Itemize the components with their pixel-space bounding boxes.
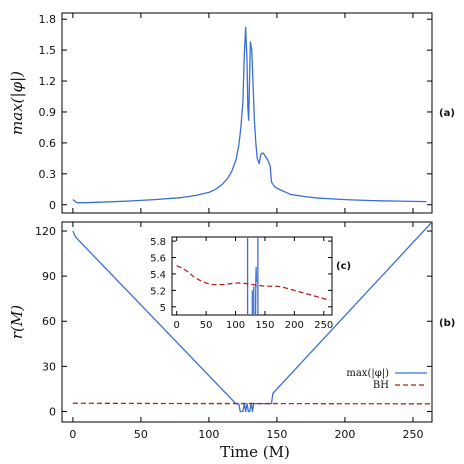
y-tick-label-a: 1.8	[39, 13, 57, 26]
y-tick-label-b: 120	[35, 225, 56, 238]
x-tick-label-b: 100	[198, 428, 219, 441]
panel-label-b: (b)	[439, 318, 455, 329]
legend-label: BH	[373, 380, 389, 391]
plot-frame-a	[61, 12, 433, 214]
x-tick-label-b: 50	[134, 428, 148, 441]
x-tick-label-c: 150	[255, 320, 274, 331]
x-tick-label-b: 250	[402, 428, 423, 441]
x-tick-label-c: 200	[285, 320, 304, 331]
y-tick-label-a: 1.5	[39, 44, 57, 57]
y-tick-label-c: 5.6	[150, 254, 166, 265]
y-tick-label-c: 5.4	[150, 270, 166, 281]
panel-label-c: (c)	[336, 261, 351, 272]
y-tick-label-b: 60	[42, 315, 56, 328]
x-tick-label-b: 150	[266, 428, 287, 441]
legend-label: max(|φ|)	[346, 368, 389, 379]
y-tick-label-a: 0.9	[39, 106, 57, 119]
x-tick-label-c: 250	[314, 320, 333, 331]
y-axis-title-a: max(|φ|)	[8, 71, 26, 135]
y-tick-label-a: 1.2	[39, 75, 57, 88]
x-tick-label-b: 200	[334, 428, 355, 441]
series-line-bh	[72, 402, 432, 405]
y-tick-label-c: 5.8	[150, 237, 166, 248]
y-axis-title-b: r(M)	[8, 305, 26, 339]
panel-label-a: (a)	[439, 108, 455, 119]
y-tick-label-b: 30	[42, 360, 56, 373]
panel-a: 0 0.3 0.6 0.9 1.2 1.5 1.8	[39, 12, 433, 214]
y-tick-label-a: 0	[49, 199, 56, 212]
series-line-max-phi	[72, 26, 427, 204]
y-tick-label-a: 0.3	[39, 168, 57, 181]
y-tick-label-a: 0.6	[39, 137, 57, 150]
y-tick-label-c: 5	[160, 303, 166, 314]
inset-line-bh	[176, 265, 330, 301]
y-tick-label-b: 90	[42, 270, 56, 283]
x-tick-label-c: 0	[174, 320, 180, 331]
y-tick-label-b: 0	[49, 405, 56, 418]
x-tick-label-b: 0	[69, 428, 76, 441]
y-tick-label-c: 5.2	[150, 286, 166, 297]
x-axis-title: Time (M)	[220, 443, 290, 461]
x-tick-label-c: 100	[226, 320, 245, 331]
inset-line-max-phi	[254, 266, 258, 315]
panel-c-inset: 5 5.2 5.4 5.6 5.8 0 50 100 150 200 250	[150, 236, 333, 331]
x-tick-label-c: 50	[200, 320, 213, 331]
